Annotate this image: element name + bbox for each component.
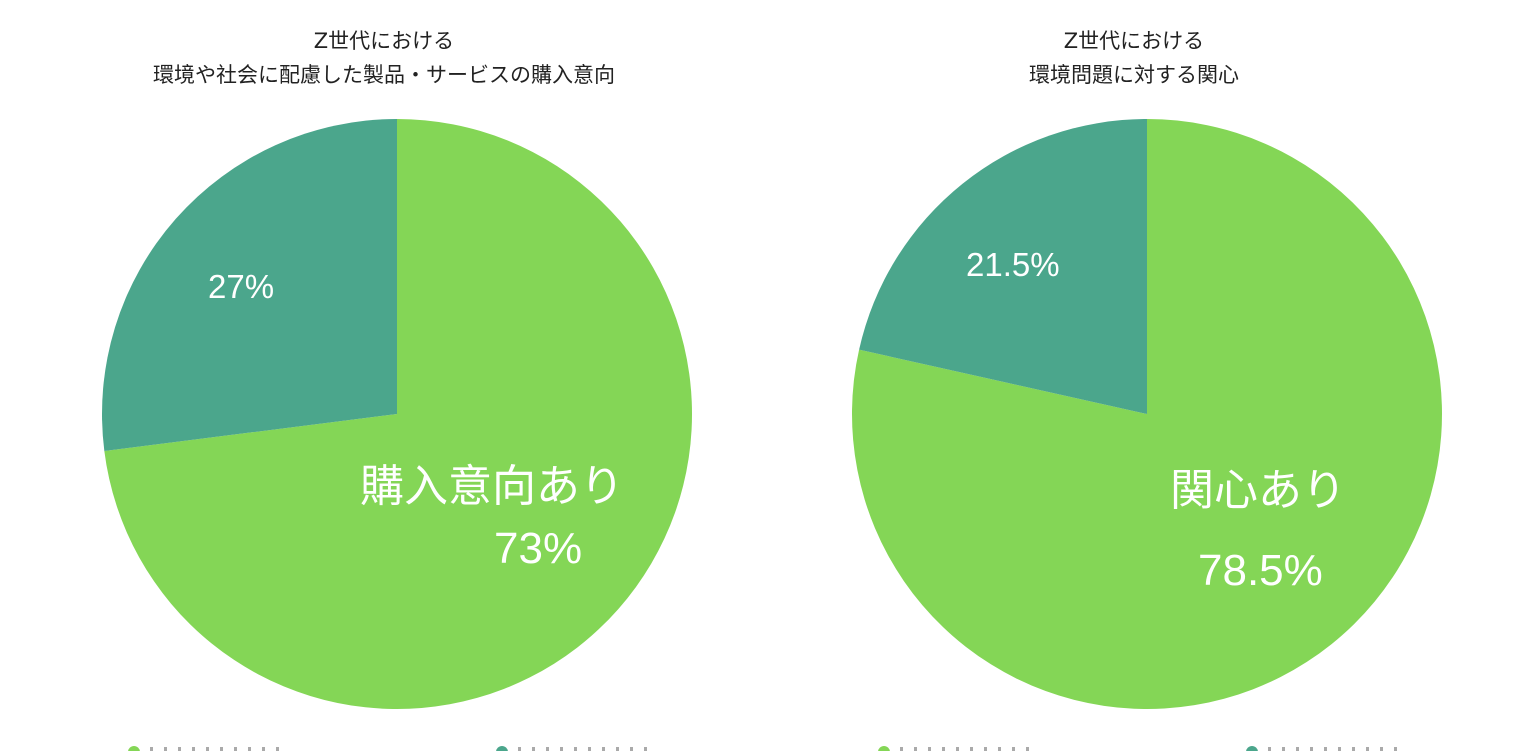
chart-title-line-1: Z世代における bbox=[1063, 29, 1205, 53]
slice-category-label-major: 購入意向あり bbox=[360, 462, 624, 511]
pie-right-slice-concerned bbox=[851, 119, 1442, 709]
slice-category-label-major: 関心あり bbox=[1170, 466, 1346, 515]
slice-value-label-minor: 27% bbox=[208, 268, 275, 305]
pie-left-slice-no-intent bbox=[102, 119, 397, 451]
chart-title: Z世代における 環境や社会に配慮した製品・サービスの購入意向 bbox=[0, 24, 768, 92]
legend-dot-green-icon bbox=[128, 746, 140, 751]
chart-purchase-intent: Z世代における 環境や社会に配慮した製品・サービスの購入意向 27% 購入意向あ… bbox=[0, 24, 768, 751]
slice-value-label-major: 78.5% bbox=[1198, 546, 1323, 595]
chart-title-line-2: 環境や社会に配慮した製品・サービスの購入意向 bbox=[153, 63, 615, 87]
legend-text-clipped bbox=[518, 747, 648, 751]
slice-value-label-minor: 21.5% bbox=[966, 246, 1060, 283]
chart-title-line-1: Z世代における bbox=[313, 29, 455, 53]
chart-environmental-concern: Z世代における 環境問題に対する関心 21.5% 関心あり 78.5% bbox=[750, 0, 1518, 751]
chart-legend-clipped bbox=[870, 741, 1430, 751]
legend-text-clipped bbox=[150, 747, 280, 751]
legend-dot-teal-icon bbox=[1246, 746, 1258, 751]
pie-right-slice-not-concerned bbox=[859, 118, 1147, 414]
legend-text-clipped bbox=[1268, 747, 1398, 751]
legend-dot-teal-icon bbox=[496, 746, 508, 751]
chart-title-line-2: 環境問題に対する関心 bbox=[1029, 63, 1239, 87]
chart-legend-clipped bbox=[120, 741, 680, 751]
slice-value-label-major: 73% bbox=[494, 524, 583, 573]
legend-text-clipped bbox=[900, 747, 1030, 751]
legend-dot-green-icon bbox=[878, 746, 890, 751]
chart-title: Z世代における 環境問題に対する関心 bbox=[750, 24, 1518, 92]
pie-left-slice-purchase-intent bbox=[104, 119, 693, 709]
